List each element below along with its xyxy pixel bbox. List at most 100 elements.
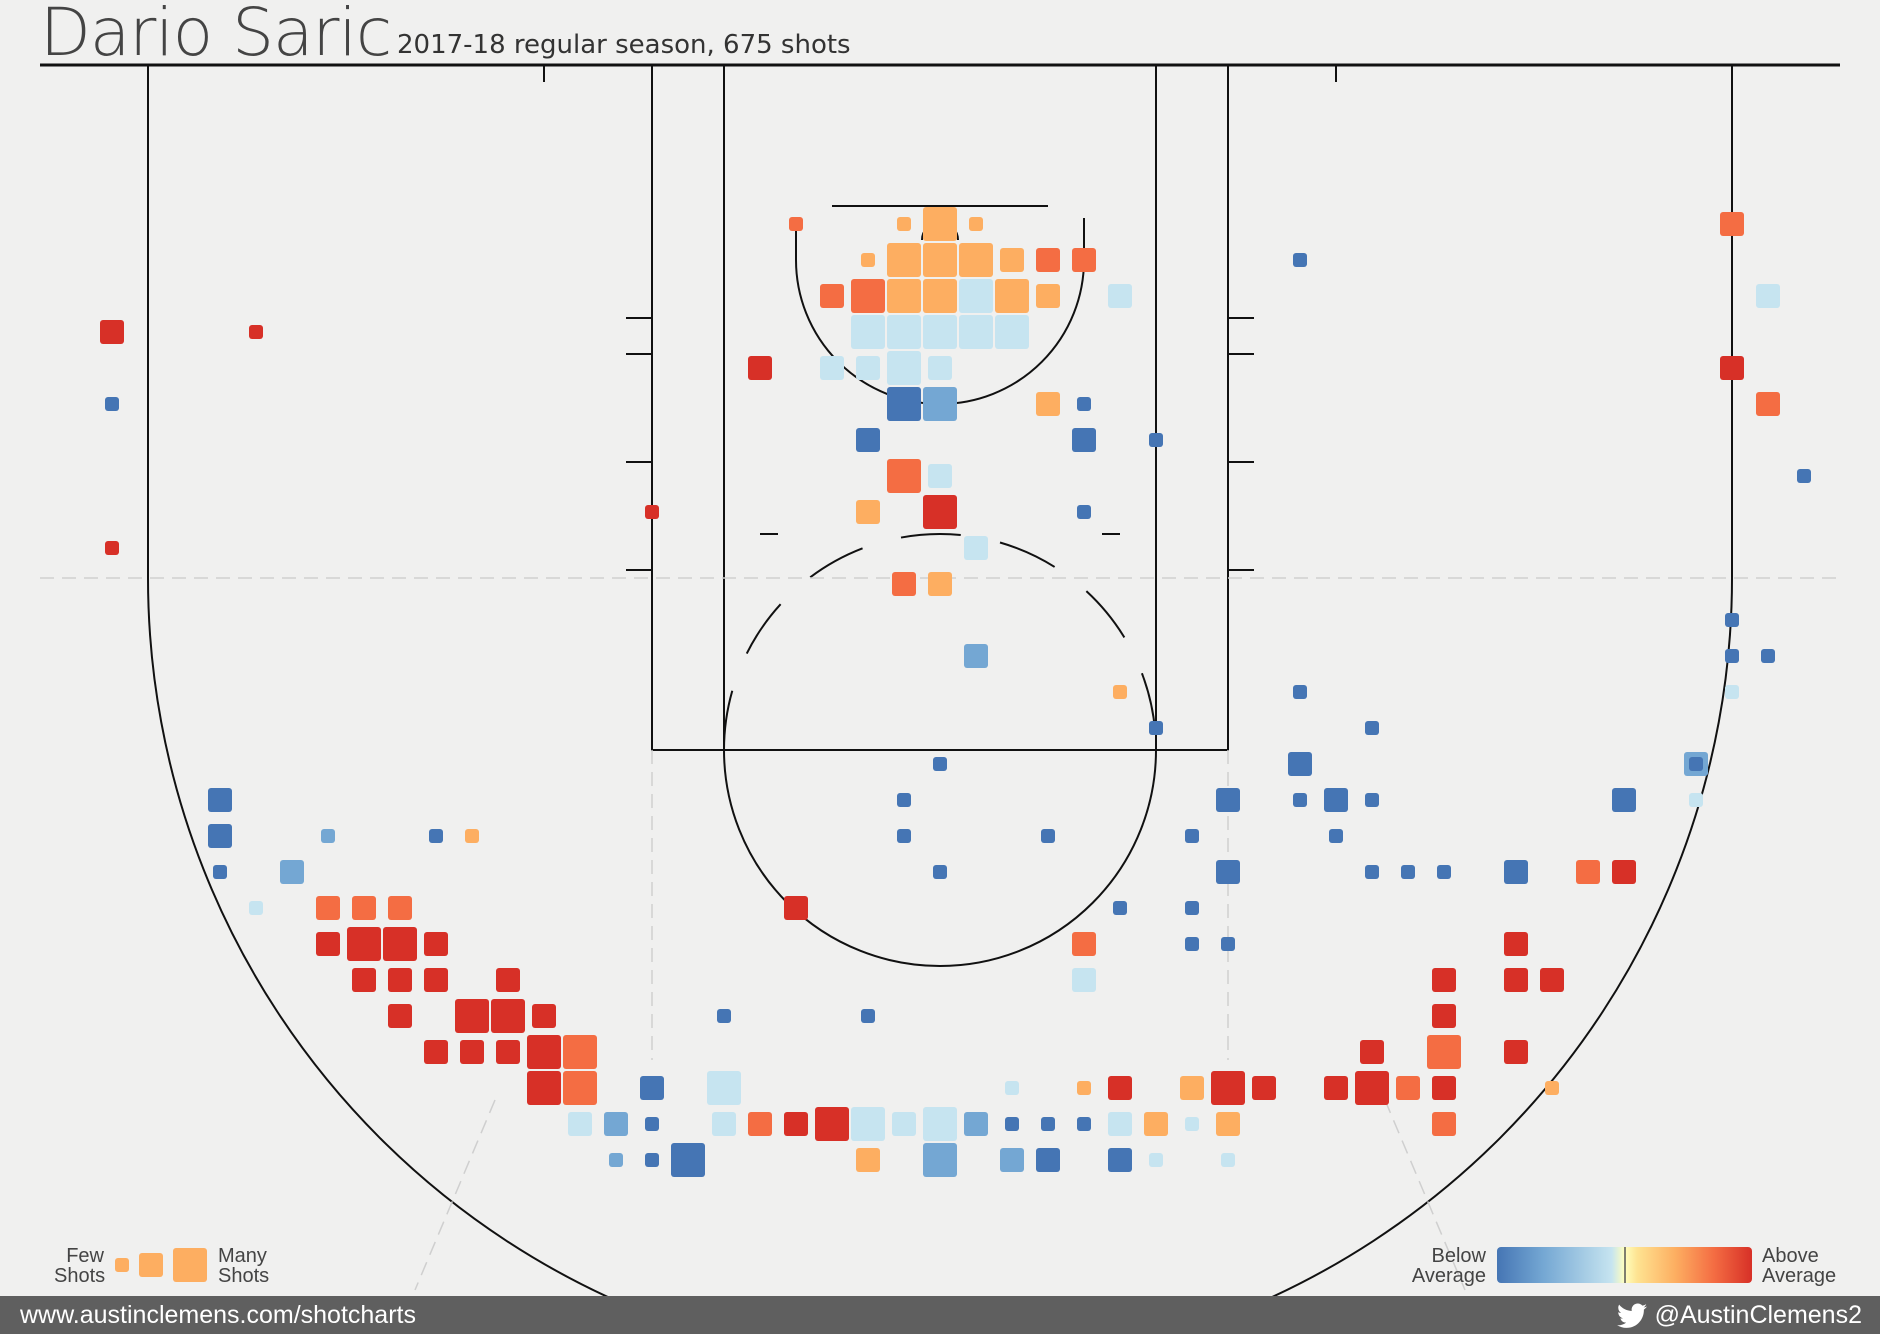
- shot-square: [784, 896, 808, 920]
- shot-square: [1108, 1148, 1132, 1172]
- shot-square: [964, 1112, 988, 1136]
- shot-square: [1113, 901, 1127, 915]
- shot-square: [1077, 1117, 1091, 1131]
- shot-square: [1221, 1153, 1235, 1167]
- shot-square: [1725, 685, 1739, 699]
- shot-square: [645, 1117, 659, 1131]
- chart-subtitle: 2017-18 regular season, 675 shots: [397, 30, 851, 60]
- shot-square: [995, 315, 1029, 349]
- footer-url[interactable]: www.austinclemens.com/shotcharts: [20, 1301, 416, 1329]
- shot-square: [640, 1076, 664, 1100]
- shot-square: [887, 243, 921, 277]
- shot-square: [897, 217, 911, 231]
- shot-square: [1211, 1071, 1245, 1105]
- shot-square: [856, 356, 880, 380]
- shot-square: [1036, 1148, 1060, 1172]
- reference-line: [1384, 1099, 1466, 1291]
- shot-square: [959, 243, 993, 277]
- shot-square: [496, 1040, 520, 1064]
- legend-size-square: [173, 1248, 207, 1282]
- shot-square: [1185, 901, 1199, 915]
- shot-square: [671, 1143, 705, 1177]
- shot-square: [249, 901, 263, 915]
- shot-square: [429, 829, 443, 843]
- shot-square: [717, 1009, 731, 1023]
- shot-square: [748, 356, 772, 380]
- shot-square: [1072, 248, 1096, 272]
- shot-square: [1432, 1076, 1456, 1100]
- shot-square: [1216, 1112, 1240, 1136]
- shot-square: [856, 428, 880, 452]
- shot-square: [460, 1040, 484, 1064]
- shot-square: [1252, 1076, 1276, 1100]
- shot-square: [851, 315, 885, 349]
- shot-square: [1504, 932, 1528, 956]
- shot-square: [897, 829, 911, 843]
- shot-square: [316, 896, 340, 920]
- shot-square: [1365, 721, 1379, 735]
- shot-square: [249, 325, 263, 339]
- shot-square: [933, 757, 947, 771]
- shot-square: [1725, 649, 1739, 663]
- shot-square: [388, 1004, 412, 1028]
- shot-square: [1000, 248, 1024, 272]
- shot-square: [1761, 649, 1775, 663]
- shot-square: [352, 968, 376, 992]
- shot-square: [1293, 253, 1307, 267]
- shot-square: [316, 932, 340, 956]
- shot-square: [1756, 284, 1780, 308]
- shot-square: [532, 1004, 556, 1028]
- shot-square: [1036, 392, 1060, 416]
- shot-square: [496, 968, 520, 992]
- shot-square: [789, 217, 803, 231]
- shot-square: [1144, 1112, 1168, 1136]
- shot-square: [1041, 1117, 1055, 1131]
- shot-square: [280, 860, 304, 884]
- shot-square: [923, 207, 957, 241]
- shot-square: [1293, 685, 1307, 699]
- shot-square: [815, 1107, 849, 1141]
- shot-square: [1000, 1148, 1024, 1172]
- free-throw-circle-dashed: [723, 533, 1157, 751]
- footer-twitter-handle[interactable]: @AustinClemens2: [1616, 1301, 1862, 1330]
- twitter-bird-icon: [1616, 1303, 1647, 1328]
- shot-square: [609, 1153, 623, 1167]
- shot-square: [923, 243, 957, 277]
- shot-square: [1324, 1076, 1348, 1100]
- shot-square: [784, 1112, 808, 1136]
- shot-square: [1041, 829, 1055, 843]
- shot-square: [105, 397, 119, 411]
- shot-square: [851, 1107, 885, 1141]
- shot-square: [1005, 1117, 1019, 1131]
- shot-square: [923, 279, 957, 313]
- shot-square: [964, 536, 988, 560]
- shot-square: [1720, 212, 1744, 236]
- shot-square: [1427, 1035, 1461, 1069]
- shot-square: [959, 279, 993, 313]
- shot-square: [1324, 788, 1348, 812]
- shot-square: [923, 1107, 957, 1141]
- three-point-arc: [147, 577, 1733, 1296]
- shot-square: [892, 1112, 916, 1136]
- shot-square: [645, 505, 659, 519]
- shot-square: [887, 315, 921, 349]
- shot-square: [1396, 1076, 1420, 1100]
- shot-square: [820, 284, 844, 308]
- shot-square: [856, 1148, 880, 1172]
- shot-square: [568, 1112, 592, 1136]
- reference-line: [414, 1099, 496, 1291]
- shot-square: [1005, 1081, 1019, 1095]
- shot-square: [213, 865, 227, 879]
- shot-square: [1725, 613, 1739, 627]
- shot-square: [208, 824, 232, 848]
- shot-square: [1689, 757, 1703, 771]
- shot-square: [388, 968, 412, 992]
- shot-square: [1365, 865, 1379, 879]
- shot-square: [1504, 1040, 1528, 1064]
- shot-square: [388, 896, 412, 920]
- shot-square: [1612, 788, 1636, 812]
- chart-title: Dario Saric: [40, 0, 392, 71]
- shot-square: [1612, 860, 1636, 884]
- shot-square: [1432, 968, 1456, 992]
- shot-square: [1756, 392, 1780, 416]
